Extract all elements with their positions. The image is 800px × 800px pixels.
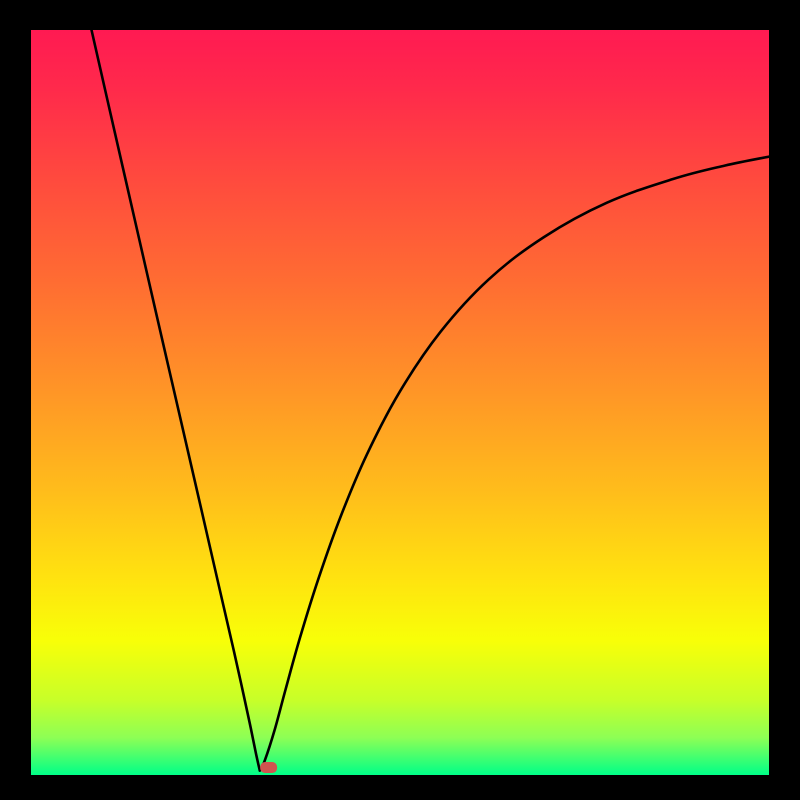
bottleneck-curve-chart <box>0 0 800 800</box>
chart-container: TheBottleneck.com <box>0 0 800 800</box>
vertex-marker <box>260 762 277 773</box>
plot-area-gradient <box>31 30 769 775</box>
